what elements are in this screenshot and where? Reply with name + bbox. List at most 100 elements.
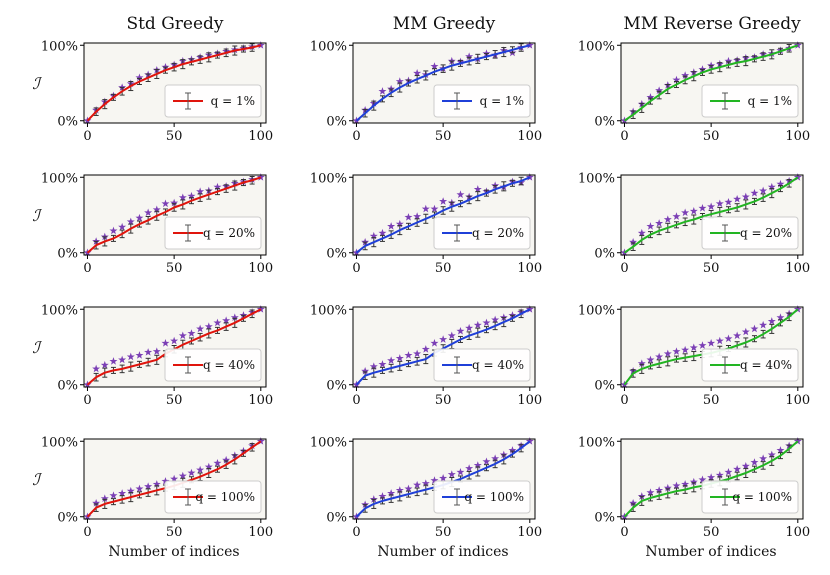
x-tick-label: 50 [703,393,720,408]
legend-errorbar-swatch [454,488,460,506]
axes-frame [352,174,536,256]
legend-label: q = 20% [203,226,255,240]
x-tick-label: 0 [352,393,360,408]
series-line [355,44,531,122]
legend-label: q = 40% [740,358,792,372]
axes-frame [620,174,804,256]
series-line [623,176,799,254]
series-line [623,44,799,122]
x-tick-label: 0 [352,261,360,276]
legend-label: q = 100% [464,490,524,504]
legend: q = 20% [164,216,262,250]
y-tick-label: 100% [310,303,347,318]
y-axis-label: ℐ [32,470,42,489]
axes-frame [83,306,267,388]
legend-errorbar-swatch [722,92,728,110]
series-line [86,44,262,122]
x-tick-label: 0 [620,129,628,144]
y-tick-label: 100% [41,435,78,450]
x-tick-label: 50 [703,525,720,540]
x-tick-label: 100 [248,393,273,408]
legend: q = 20% [701,216,799,250]
panel-1-1: 0 50 100 0% 100% q = 1% [41,39,273,144]
legend-errorbar-swatch [722,224,728,242]
x-tick-label: 100 [785,129,810,144]
legend-errorbar-swatch [722,488,728,506]
x-tick-label: 50 [435,393,452,408]
legend-label: q = 1% [211,94,255,108]
legend-label: q = 1% [480,94,524,108]
legend-label: q = 40% [203,358,255,372]
x-tick-label: 50 [166,129,183,144]
x-tick-label: 0 [620,393,628,408]
legend: q = 1% [701,84,799,118]
column-title: MM Greedy [393,14,496,34]
axes-frame [352,306,536,388]
legend: q = 100% [164,480,262,514]
legend-label: q = 1% [748,94,792,108]
legend: q = 20% [433,216,531,250]
legend: q = 100% [701,480,799,514]
x-tick-label: 100 [785,525,810,540]
legend: q = 1% [164,84,262,118]
legend-errorbar-swatch [185,488,191,506]
axes-frame [620,306,804,388]
x-tick-label: 0 [352,129,360,144]
x-tick-label: 100 [248,261,273,276]
panel-3-2: 0 50 100 0% 100% q = 40% [310,303,542,408]
x-tick-label: 50 [435,129,452,144]
legend-errorbar-swatch [454,224,460,242]
x-tick-label: 100 [517,393,542,408]
y-tick-label: 0% [326,247,347,262]
y-tick-label: 0% [57,115,78,130]
y-tick-label: 100% [310,39,347,54]
x-tick-label: 0 [83,525,91,540]
legend: q = 40% [164,348,262,382]
axes-frame [620,42,804,124]
y-axis-label: ℐ [32,338,42,357]
legend-errorbar-swatch [185,92,191,110]
y-axis-label: ℐ [32,74,42,93]
column-title: Std Greedy [126,14,223,34]
panel-4-1: 0 50 100 0% 100% q = 100% [41,435,273,540]
y-tick-label: 100% [41,39,78,54]
x-tick-label: 100 [517,525,542,540]
legend-errorbar-swatch [454,92,460,110]
legend: q = 40% [701,348,799,382]
panel-4-2: 0 50 100 0% 100% q = 100% [310,435,542,540]
axes-frame [83,174,267,256]
axes-frame [352,42,536,124]
x-tick-label: 100 [785,393,810,408]
panel-2-2: 0 50 100 0% 100% q = 20% [310,171,542,276]
panel-3-3: 0 50 100 0% 100% q = 40% [578,303,810,408]
x-tick-label: 0 [83,393,91,408]
x-tick-label: 100 [517,261,542,276]
column-title: MM Reverse Greedy [623,14,801,34]
y-tick-label: 0% [594,511,615,526]
x-tick-label: 50 [435,525,452,540]
y-tick-label: 0% [326,511,347,526]
series-line [86,176,262,254]
x-tick-label: 50 [703,261,720,276]
panel-1-3: 0 50 100 0% 100% q = 1% [578,39,810,144]
series-line [355,176,531,254]
panel-2-3: 0 50 100 0% 100% q = 20% [578,171,810,276]
y-tick-label: 0% [57,511,78,526]
legend-errorbar-swatch [185,224,191,242]
axes-frame [83,438,267,520]
x-tick-label: 50 [166,393,183,408]
x-axis-label: Number of indices [645,544,776,560]
legend-label: q = 100% [732,490,792,504]
legend-errorbar-swatch [185,356,191,374]
y-tick-label: 0% [594,115,615,130]
legend-label: q = 40% [472,358,524,372]
legend: q = 1% [433,84,531,118]
y-tick-label: 0% [326,379,347,394]
y-tick-label: 100% [310,171,347,186]
x-tick-label: 100 [248,129,273,144]
panel-1-2: 0 50 100 0% 100% q = 1% [310,39,542,144]
y-tick-label: 0% [326,115,347,130]
y-axis-label: ℐ [32,206,42,225]
legend: q = 40% [433,348,531,382]
